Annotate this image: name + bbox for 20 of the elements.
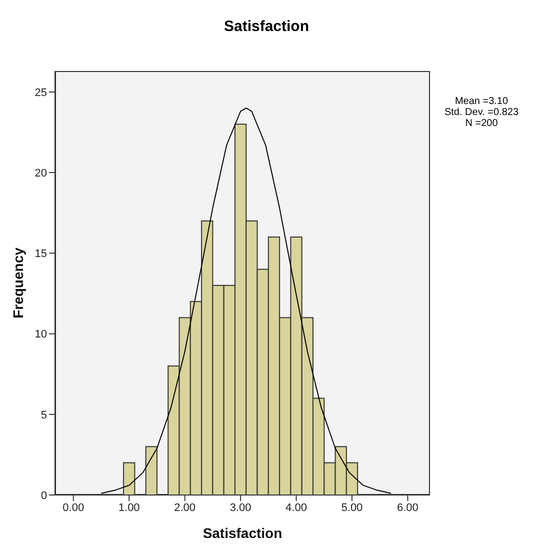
x-tick-label: 5.00 xyxy=(341,502,363,514)
x-axis-title: Satisfaction xyxy=(202,525,282,541)
y-tick-label: 10 xyxy=(34,328,47,341)
y-tick-label: 5 xyxy=(40,409,47,422)
y-tick-label: 25 xyxy=(34,86,47,99)
y-axis-title: Frequency xyxy=(10,247,26,318)
text: Mean =3.10 xyxy=(454,96,510,107)
text: Std. Dev. =0.823 xyxy=(443,107,520,118)
chart-title: Satisfaction xyxy=(222,18,310,35)
line-series xyxy=(100,108,392,494)
x-tick-label: 3.00 xyxy=(230,502,252,514)
x-tick-label: 1.00 xyxy=(118,502,140,514)
text: N =200 xyxy=(464,118,499,129)
x-tick-label: 6.00 xyxy=(397,502,418,514)
x-tick-label: 2.00 xyxy=(174,502,196,514)
y-tick-label: 0 xyxy=(40,490,47,502)
x-tick-label: 4.00 xyxy=(286,502,307,514)
y-tick-label: 15 xyxy=(34,248,47,260)
y-tick-label: 20 xyxy=(34,167,47,180)
x-tick-label: 0.00 xyxy=(62,502,84,514)
